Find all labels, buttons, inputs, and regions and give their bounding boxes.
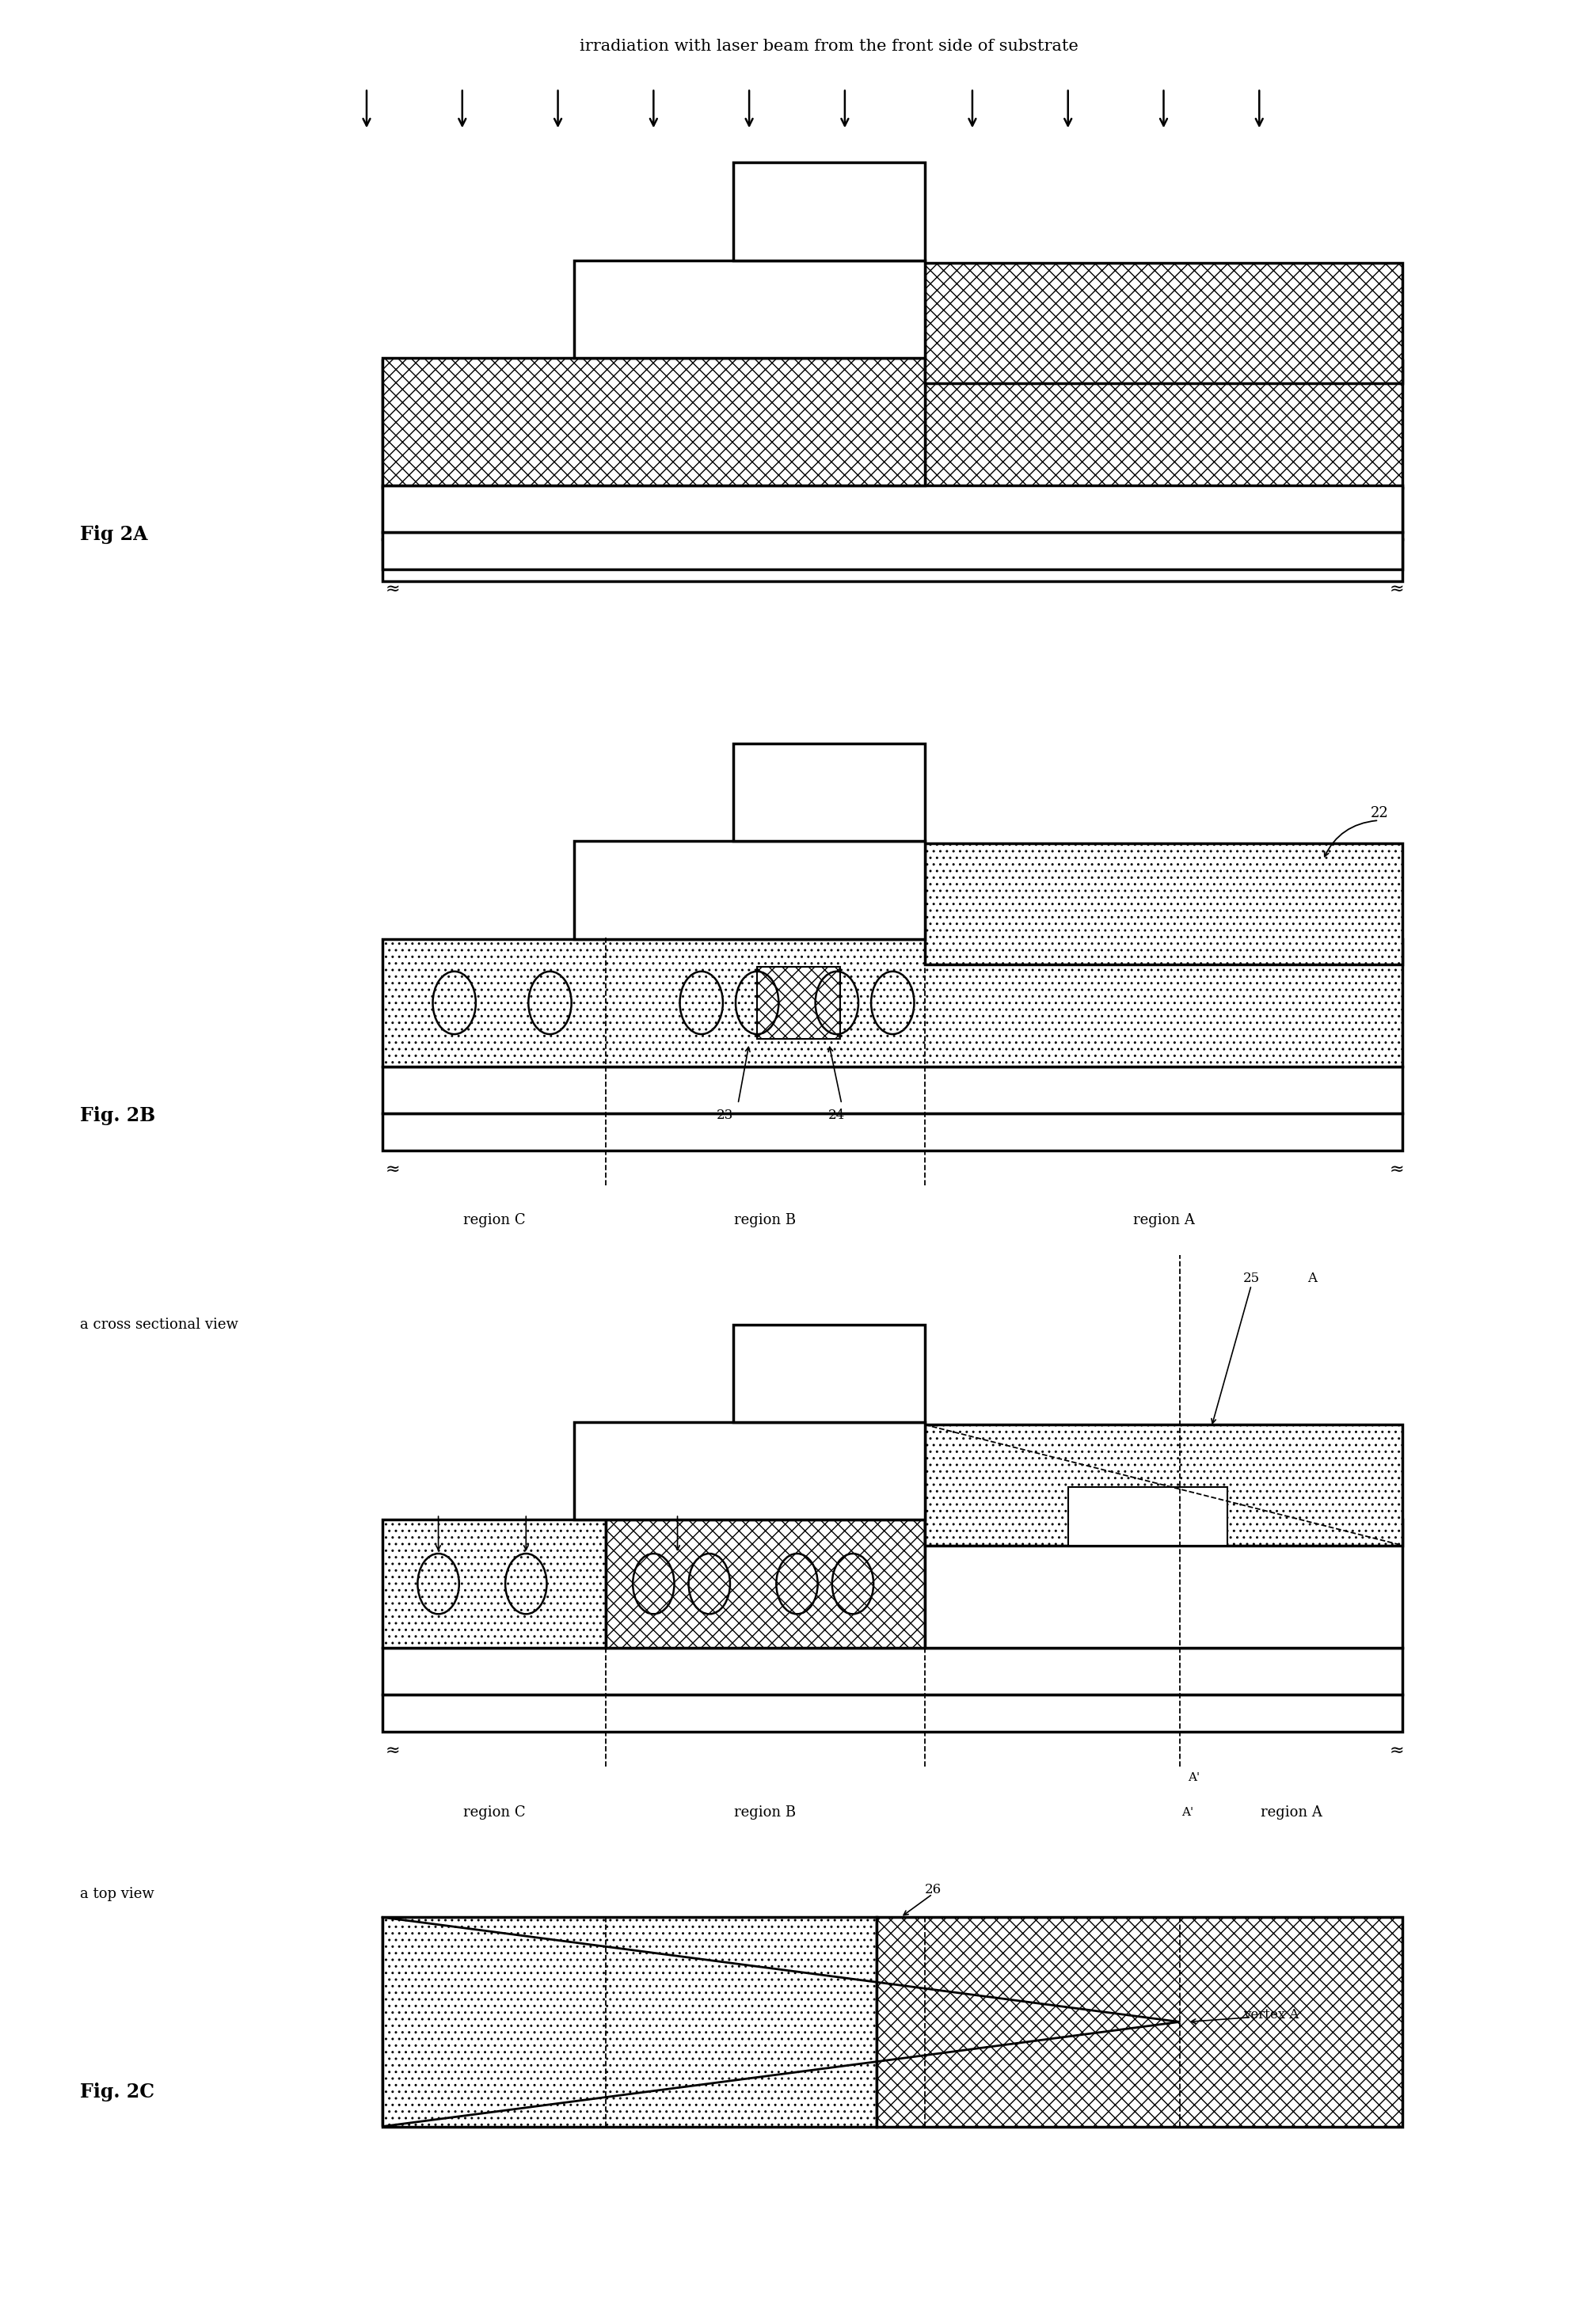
Text: region B: region B bbox=[735, 1213, 795, 1227]
Text: region C: region C bbox=[462, 1806, 526, 1820]
Text: Fig. 2B: Fig. 2B bbox=[80, 1106, 155, 1125]
Bar bbox=[383, 1520, 606, 1648]
Bar bbox=[925, 1520, 1403, 1648]
Text: A': A' bbox=[1188, 1773, 1200, 1783]
Bar bbox=[733, 1325, 925, 1422]
Bar bbox=[383, 358, 925, 486]
Text: $\approx$: $\approx$ bbox=[381, 1743, 400, 1757]
Text: $\approx$: $\approx$ bbox=[1385, 1743, 1404, 1757]
Bar bbox=[383, 1917, 877, 2126]
Bar bbox=[383, 1648, 1403, 1694]
Bar bbox=[925, 360, 1403, 488]
Text: Fig. 2C: Fig. 2C bbox=[80, 2082, 155, 2101]
Bar bbox=[383, 360, 925, 488]
Bar bbox=[733, 163, 925, 260]
Text: region A: region A bbox=[1133, 1213, 1194, 1227]
Text: region B: region B bbox=[735, 1806, 795, 1820]
Text: 22: 22 bbox=[1371, 806, 1388, 820]
Text: $\approx$: $\approx$ bbox=[1385, 581, 1404, 595]
Bar bbox=[1068, 1487, 1227, 1545]
Bar bbox=[383, 1067, 1403, 1113]
Bar bbox=[383, 532, 1403, 569]
Bar bbox=[757, 967, 840, 1039]
Text: 23: 23 bbox=[717, 1109, 733, 1122]
Bar bbox=[606, 1520, 925, 1648]
Text: $\approx$: $\approx$ bbox=[1385, 1162, 1404, 1176]
Text: 25: 25 bbox=[1243, 1271, 1259, 1285]
Text: $\approx$: $\approx$ bbox=[381, 1162, 400, 1176]
Bar bbox=[925, 1425, 1403, 1545]
Bar bbox=[383, 539, 1403, 581]
Bar bbox=[574, 1422, 925, 1520]
Bar bbox=[383, 488, 1403, 539]
Text: irradiation with laser beam from the front side of substrate: irradiation with laser beam from the fro… bbox=[580, 40, 1078, 53]
Bar bbox=[383, 1113, 1403, 1150]
Bar bbox=[925, 844, 1403, 964]
Text: region C: region C bbox=[462, 1213, 526, 1227]
Text: $\approx$: $\approx$ bbox=[381, 581, 400, 595]
Bar bbox=[574, 841, 925, 939]
Bar bbox=[733, 744, 925, 841]
Text: A': A' bbox=[1181, 1808, 1194, 1817]
Text: region A: region A bbox=[1261, 1806, 1321, 1820]
Bar bbox=[877, 1917, 1403, 2126]
Bar bbox=[383, 939, 1403, 1067]
Text: vertex A: vertex A bbox=[1243, 2008, 1299, 2022]
Bar bbox=[383, 1694, 1403, 1731]
Bar bbox=[925, 263, 1403, 383]
Bar bbox=[383, 486, 1403, 532]
Text: Fig 2A: Fig 2A bbox=[80, 525, 147, 544]
Text: a top view: a top view bbox=[80, 1887, 155, 1901]
Text: a cross sectional view: a cross sectional view bbox=[80, 1318, 238, 1332]
Text: 26: 26 bbox=[925, 1882, 940, 1896]
Bar bbox=[574, 260, 925, 358]
Text: A: A bbox=[1307, 1271, 1317, 1285]
Text: 24: 24 bbox=[829, 1109, 845, 1122]
